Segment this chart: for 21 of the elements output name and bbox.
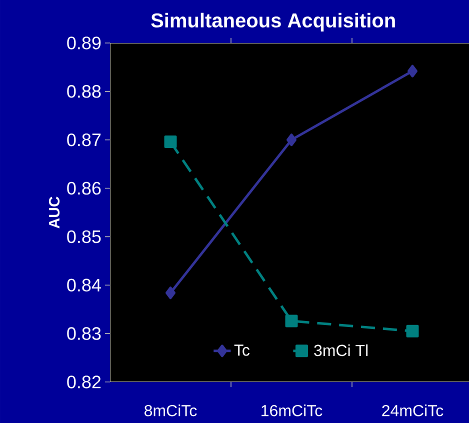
legend-label: 3mCi Tl (314, 344, 368, 356)
y-tick-label: 0.87 (67, 133, 101, 146)
x-tick-label: 16mCiTc (262, 404, 322, 416)
y-tick-label: 0.84 (67, 278, 101, 292)
point (406, 324, 419, 338)
point (166, 286, 176, 300)
x-tick-label: 24mCiTc (382, 404, 444, 416)
point (285, 314, 298, 328)
point (164, 136, 177, 148)
y-tick-label: 0.88 (67, 85, 101, 98)
y-tick-label: 0.85 (67, 230, 101, 244)
x-tick-label: 8mCiTc (144, 404, 197, 416)
legend-label: Tc (234, 344, 250, 356)
y-axis-title: AUC (48, 196, 60, 228)
y-tick-label: 0.82 (67, 376, 101, 388)
point (407, 64, 418, 78)
y-tick-label: 0.86 (67, 182, 101, 195)
y-tick-label: 0.89 (67, 36, 101, 50)
point (286, 134, 296, 146)
chart-title: Simultaneous Acquisition (151, 12, 395, 32)
y-tick-label: 0.83 (67, 327, 101, 340)
